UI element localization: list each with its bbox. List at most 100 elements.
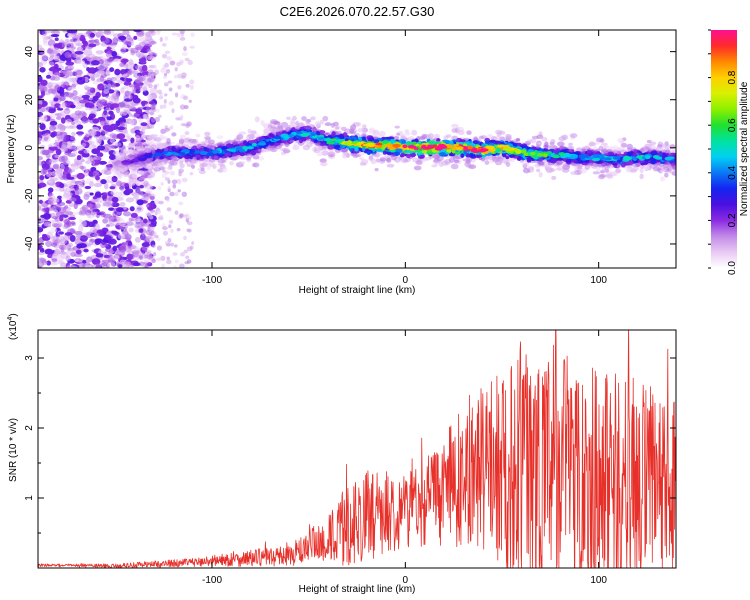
- spectrogram-cell: [118, 246, 127, 253]
- spectrogram-cell: [431, 164, 438, 168]
- spectrogram-cell: [643, 164, 650, 170]
- spectrogram-cell: [556, 141, 565, 147]
- spectrogram-cell: [322, 115, 329, 122]
- spectrogram-cell: [217, 158, 225, 164]
- spectrogram-cell: [236, 134, 244, 140]
- spectrogram-cell: [47, 143, 57, 148]
- spectrogram-cell: [150, 209, 155, 213]
- spectrogram-cell: [151, 244, 156, 249]
- spectrogram-cell: [38, 205, 42, 211]
- spectrogram-cell: [141, 141, 146, 146]
- spectrogram-cell: [416, 157, 421, 163]
- spectrogram-cell: [186, 221, 193, 226]
- spectrogram-cell: [157, 185, 162, 191]
- spectrogram-cell: [598, 174, 605, 180]
- spectrogram-cell: [80, 99, 89, 104]
- spectrogram-cell: [499, 130, 506, 135]
- spectrogram-cell: [189, 45, 195, 49]
- spectrogram-cell: [67, 216, 77, 221]
- spectrogram-cell: [145, 103, 150, 107]
- spectrogram-cell: [593, 146, 597, 150]
- spectrogram-cell: [606, 173, 614, 179]
- spectrogram-cell: [66, 187, 75, 192]
- spectrogram-cell: [166, 197, 170, 203]
- spectrogram-cell: [39, 123, 46, 131]
- spectrogram-cell: [59, 238, 68, 245]
- spectrogram-cell: [166, 207, 172, 212]
- spectrogram-cell: [448, 157, 455, 163]
- spectrogram-cell: [99, 99, 108, 105]
- spectrogram-cell: [87, 131, 97, 136]
- spectrogram-cell: [45, 74, 52, 79]
- spectrogram-cell: [183, 95, 189, 101]
- spectrogram-cell: [57, 195, 62, 200]
- spectrogram-cell: [79, 34, 86, 42]
- spectrogram-cell: [119, 202, 126, 207]
- spectrogram-cell: [76, 33, 81, 39]
- spectrogram-cell: [119, 123, 125, 127]
- spectrogram-cell: [38, 251, 45, 256]
- spectrogram-cell: [49, 177, 58, 182]
- spectrogram-cell: [149, 52, 153, 57]
- spectrogram-cell: [90, 167, 97, 172]
- spectrogram-cell: [70, 164, 80, 170]
- spectrogram-cell: [68, 86, 77, 90]
- spectrogram-cell: [53, 63, 59, 70]
- spectrogram-cell: [48, 159, 57, 164]
- spectrogram-cell: [478, 135, 484, 140]
- spectrogram-cell: [167, 80, 173, 84]
- spectrogram-cell: [467, 159, 472, 163]
- spectrogram-cell: [179, 59, 184, 64]
- spectrogram-cell: [173, 74, 178, 79]
- spectrogram-cell: [77, 77, 83, 81]
- spectrogram-cell: [639, 173, 644, 180]
- spectrogram-cell: [130, 47, 139, 54]
- spectrogram-cell: [174, 67, 178, 72]
- spectrogram-cell: [164, 50, 171, 54]
- spectrogram-cell: [171, 132, 177, 137]
- spectrogram-cell: [53, 97, 59, 102]
- spectrogram-cell: [76, 145, 84, 151]
- spectrogram-cell: [79, 165, 85, 170]
- spectrogram-cell: [206, 164, 212, 171]
- spectrogram-cell: [368, 154, 374, 160]
- spectrogram-cell: [148, 101, 155, 105]
- spectrogram-cell: [252, 155, 260, 160]
- spectrogram-cell: [153, 64, 157, 70]
- spectrogram-cell: [160, 182, 164, 186]
- spectrogram-cell: [69, 42, 74, 49]
- spectrogram-cell: [189, 245, 194, 250]
- spectrogram-cell: [132, 192, 139, 196]
- spectrogram-cell: [163, 82, 169, 87]
- spectrogram-cell: [124, 188, 134, 194]
- spectrogram-cell: [38, 227, 44, 233]
- spectrogram-cell: [72, 149, 78, 156]
- spectrogram-cell: [395, 157, 400, 164]
- spectrogram-cell: [111, 231, 119, 235]
- spectrogram-cell: [568, 145, 575, 150]
- spectrogram-cell: [129, 254, 135, 260]
- spectrogram-cell: [166, 259, 172, 265]
- spectrogram-cell: [83, 194, 90, 200]
- spectrogram-cell: [179, 30, 185, 35]
- spectrogram-cell: [398, 130, 403, 135]
- spectrogram-cell: [161, 53, 168, 59]
- spectrogram-cell: [530, 138, 537, 144]
- spectrogram-cell: [112, 254, 120, 261]
- spectrogram-cell: [93, 182, 103, 188]
- spectrogram-cell: [212, 164, 217, 170]
- spectrogram-cell: [128, 179, 136, 186]
- spectrogram-cell: [90, 76, 96, 81]
- spectrogram-cell: [158, 114, 162, 119]
- spectrogram-cell: [270, 124, 277, 129]
- spectrogram-cell: [386, 157, 392, 163]
- spectrogram-cell: [100, 121, 105, 127]
- spectrogram-cell: [174, 191, 179, 197]
- spectrogram-cell: [41, 208, 50, 213]
- spectrogram-cell: [93, 263, 102, 268]
- spectrogram-cell: [370, 158, 377, 165]
- spectrogram-cell: [181, 177, 188, 183]
- spectrogram-cell: [67, 32, 75, 38]
- spectrogram-cell: [283, 149, 291, 154]
